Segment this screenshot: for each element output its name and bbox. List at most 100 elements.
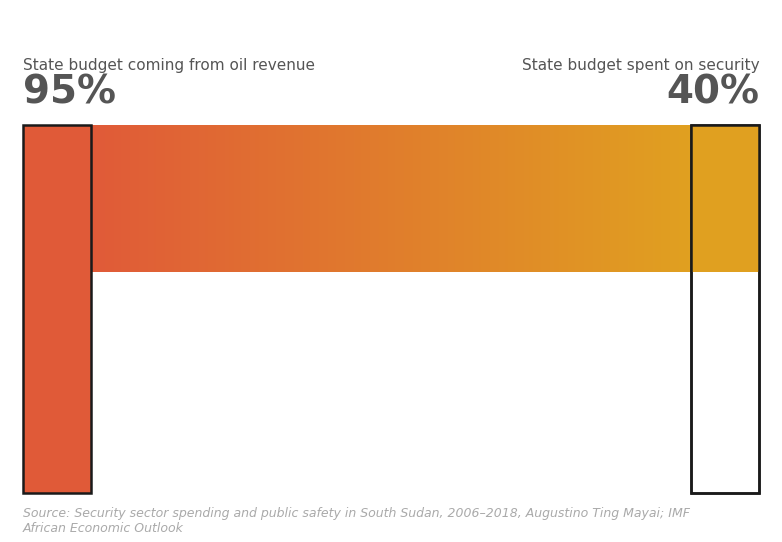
Polygon shape	[414, 125, 415, 272]
Polygon shape	[216, 125, 217, 272]
Polygon shape	[450, 125, 451, 272]
Polygon shape	[497, 125, 499, 272]
Polygon shape	[419, 125, 421, 272]
Polygon shape	[543, 125, 545, 272]
Polygon shape	[295, 125, 296, 272]
Polygon shape	[364, 125, 365, 272]
Polygon shape	[347, 125, 349, 272]
Polygon shape	[383, 125, 385, 272]
Polygon shape	[608, 125, 610, 272]
Polygon shape	[637, 125, 638, 272]
Polygon shape	[448, 125, 450, 272]
Polygon shape	[665, 125, 666, 272]
Polygon shape	[188, 125, 190, 272]
Polygon shape	[664, 125, 665, 272]
Polygon shape	[350, 125, 352, 272]
Polygon shape	[229, 125, 231, 272]
Polygon shape	[411, 125, 412, 272]
Polygon shape	[340, 125, 342, 272]
Polygon shape	[597, 125, 599, 272]
Polygon shape	[491, 125, 493, 272]
Polygon shape	[210, 125, 211, 272]
Polygon shape	[300, 125, 301, 272]
Polygon shape	[409, 125, 411, 272]
Polygon shape	[530, 125, 532, 272]
Polygon shape	[203, 125, 204, 272]
Polygon shape	[568, 125, 569, 272]
Polygon shape	[615, 125, 617, 272]
Polygon shape	[213, 125, 214, 272]
Text: State budget coming from oil revenue: State budget coming from oil revenue	[23, 58, 314, 73]
Polygon shape	[662, 125, 664, 272]
Polygon shape	[132, 125, 134, 272]
Polygon shape	[268, 125, 270, 272]
Polygon shape	[343, 125, 345, 272]
Polygon shape	[458, 125, 460, 272]
Polygon shape	[193, 125, 195, 272]
Polygon shape	[360, 125, 361, 272]
Polygon shape	[633, 125, 635, 272]
Polygon shape	[296, 125, 298, 272]
Polygon shape	[468, 125, 469, 272]
Polygon shape	[617, 125, 619, 272]
Polygon shape	[277, 125, 278, 272]
Polygon shape	[505, 125, 506, 272]
Bar	[691, 125, 759, 272]
Polygon shape	[656, 125, 658, 272]
Polygon shape	[280, 125, 282, 272]
Polygon shape	[382, 125, 383, 272]
Polygon shape	[620, 125, 622, 272]
Polygon shape	[653, 125, 655, 272]
Polygon shape	[172, 125, 174, 272]
Polygon shape	[106, 125, 108, 272]
Polygon shape	[312, 125, 313, 272]
Polygon shape	[276, 125, 277, 272]
Polygon shape	[260, 125, 262, 272]
Polygon shape	[523, 125, 524, 272]
Polygon shape	[504, 125, 505, 272]
Polygon shape	[329, 125, 331, 272]
Polygon shape	[175, 125, 177, 272]
Polygon shape	[357, 125, 358, 272]
Polygon shape	[199, 125, 201, 272]
Polygon shape	[671, 125, 673, 272]
Polygon shape	[322, 125, 324, 272]
Polygon shape	[159, 125, 160, 272]
Polygon shape	[339, 125, 340, 272]
Polygon shape	[91, 125, 93, 272]
Polygon shape	[619, 125, 620, 272]
Polygon shape	[515, 125, 517, 272]
Polygon shape	[551, 125, 553, 272]
Polygon shape	[365, 125, 367, 272]
Polygon shape	[180, 125, 181, 272]
Bar	[23, 125, 91, 493]
Polygon shape	[367, 125, 368, 272]
Polygon shape	[152, 125, 153, 272]
Polygon shape	[353, 125, 355, 272]
Polygon shape	[141, 125, 142, 272]
Polygon shape	[415, 125, 417, 272]
Polygon shape	[379, 125, 381, 272]
Polygon shape	[96, 125, 98, 272]
Polygon shape	[592, 125, 594, 272]
Polygon shape	[508, 125, 509, 272]
Polygon shape	[363, 125, 364, 272]
Polygon shape	[479, 125, 481, 272]
Polygon shape	[550, 125, 551, 272]
Polygon shape	[676, 125, 677, 272]
Polygon shape	[309, 125, 310, 272]
Polygon shape	[584, 125, 586, 272]
Polygon shape	[396, 125, 397, 272]
Polygon shape	[389, 125, 391, 272]
Polygon shape	[153, 125, 154, 272]
Polygon shape	[590, 125, 592, 272]
Polygon shape	[160, 125, 162, 272]
Polygon shape	[342, 125, 343, 272]
Polygon shape	[404, 125, 406, 272]
Polygon shape	[136, 125, 138, 272]
Polygon shape	[658, 125, 659, 272]
Polygon shape	[265, 125, 267, 272]
Polygon shape	[285, 125, 286, 272]
Polygon shape	[594, 125, 596, 272]
Polygon shape	[602, 125, 604, 272]
